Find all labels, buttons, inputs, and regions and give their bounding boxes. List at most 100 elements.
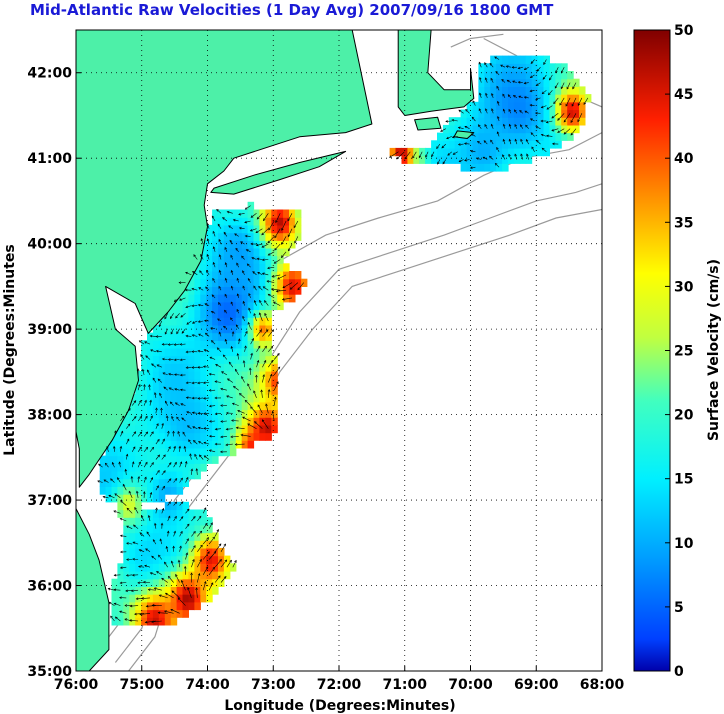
velocity-cell [466,163,474,172]
velocity-arrowhead [236,352,240,356]
velocity-cell [271,371,278,380]
velocity-cell [229,263,237,272]
velocity-arrowhead [529,89,533,93]
velocity-cell [247,424,255,434]
velocity-cell [141,378,148,387]
velocity-arrow [186,320,192,325]
velocity-cell [176,586,184,595]
velocity-arrowhead [200,544,203,548]
velocity-cell [502,71,509,80]
velocity-arrow [171,590,180,599]
velocity-arrowhead [264,345,267,349]
velocity-cell [567,78,574,87]
velocity-arrowhead [217,575,221,579]
velocity-cell [537,117,545,126]
velocity-cell [164,340,172,349]
velocity-arrowhead [119,550,123,554]
velocity-arrow [162,358,168,360]
velocity-arrowhead [525,138,529,142]
velocity-arrowhead [160,407,163,411]
velocity-cell [152,417,160,426]
velocity-arrow [211,294,216,299]
velocity-cell [99,455,107,464]
velocity-cell [200,271,207,280]
velocity-arrow [114,574,121,576]
velocity-arrowhead [131,573,135,577]
velocity-cell [259,247,266,257]
velocity-arrowhead [113,588,117,592]
velocity-cell [188,532,195,541]
velocity-cell [188,594,195,603]
velocity-cell [235,394,243,403]
velocity-arrow [530,90,535,92]
velocity-arrow [507,94,512,99]
velocity-cell [419,155,426,164]
velocity-cell [123,524,130,534]
velocity-cell [277,217,284,226]
velocity-arrow [233,219,239,222]
velocity-cell [212,578,219,587]
velocity-cell [135,394,142,403]
velocity-arrowhead [559,102,562,106]
velocity-cell [490,124,497,134]
velocity-arrow [165,401,168,406]
velocity-cell [194,401,201,411]
velocity-arrow [114,493,121,499]
velocity-arrow [202,551,210,560]
velocity-cell [241,355,249,364]
velocity-arrow [138,566,145,568]
velocity-arrowhead [535,97,539,101]
velocity-cell [259,424,266,434]
velocity-cell [478,86,485,95]
velocity-arrowhead [242,416,245,420]
velocity-arrow [150,349,156,353]
velocity-arrowhead [207,551,210,554]
velocity-cell [537,101,545,111]
velocity-cell [176,324,184,334]
velocity-arrowhead [478,108,482,112]
velocity-arrow [220,420,227,422]
velocity-arrow [197,516,202,522]
velocity-arrowhead [235,426,239,430]
velocity-arrow [108,588,115,591]
velocity-cell [194,578,201,587]
velocity-cell [212,447,219,457]
velocity-cell [472,140,479,149]
velocity-cell [513,86,521,95]
velocity-cell [271,240,278,249]
velocity-arrow [273,353,280,360]
x-axis-ticks: 76:00 75:00 74:00 73:00 72:00 71:00 70:00 69:00… [54,666,625,693]
velocity-cell [200,386,207,395]
velocity-arrowhead [149,334,153,338]
velocity-arrow [502,94,506,99]
velocity-cell [247,401,255,411]
velocity-arrowhead [270,288,274,291]
velocity-arrow [250,406,257,414]
velocity-cell [513,147,521,157]
velocity-arrowhead [523,81,527,85]
velocity-cell [123,501,130,511]
velocity-cell [206,340,213,349]
velocity-arrowhead [231,331,235,334]
velocity-arrow [161,508,164,514]
velocity-arrow [242,285,245,291]
velocity-cell [543,132,550,141]
velocity-cell [241,424,249,434]
velocity-arrowhead [145,431,149,435]
velocity-cell [206,424,213,434]
velocity-arrow [161,438,165,445]
velocity-cell [235,224,243,234]
velocity-arrowhead [122,483,126,487]
velocity-cell [194,371,201,380]
velocity-arrow [182,431,186,437]
x-tick-label: 69:00 [514,677,559,693]
velocity-arrow [137,431,143,437]
velocity-cell [265,363,272,372]
velocity-cell [218,424,225,434]
velocity-cell [206,278,213,287]
velocity-arrow [114,603,121,606]
velocity-cell [200,540,207,549]
velocity-arrow [171,416,174,422]
velocity-arrow [186,366,192,369]
velocity-arrowhead [251,257,255,260]
